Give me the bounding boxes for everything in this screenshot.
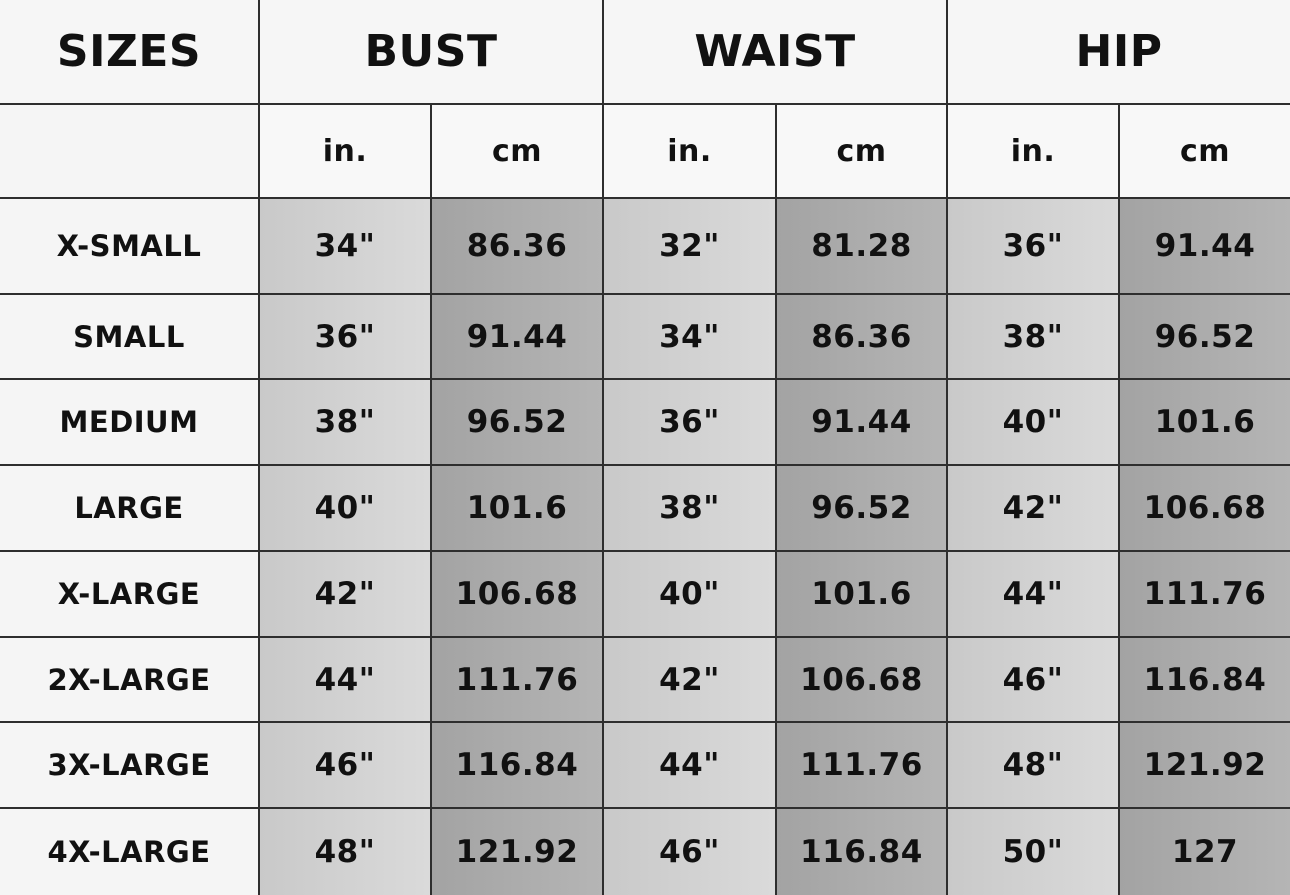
cm-value: 91.44 — [777, 380, 946, 464]
inch-value: 46" — [948, 638, 1118, 721]
inch-value: 48" — [948, 723, 1118, 807]
header-cell: SIZES — [0, 0, 258, 103]
header-cell: BUST — [260, 0, 602, 103]
cm-value: 111.76 — [432, 638, 602, 721]
inch-value: 44" — [948, 552, 1118, 636]
cm-value: 86.36 — [432, 199, 602, 293]
inch-value: 32" — [604, 199, 775, 293]
cm-value: 96.52 — [777, 466, 946, 550]
inch-value: 36" — [604, 380, 775, 464]
cm-value: 121.92 — [432, 809, 602, 895]
inch-value: 42" — [260, 552, 430, 636]
unit-cell: in. — [948, 105, 1118, 197]
size-label: 2X-LARGE — [0, 638, 258, 721]
inch-value: 36" — [260, 295, 430, 378]
size-label: 4X-LARGE — [0, 809, 258, 895]
blank-cell — [0, 105, 258, 197]
inch-value: 34" — [260, 199, 430, 293]
cm-value: 106.68 — [1120, 466, 1290, 550]
inch-value: 38" — [948, 295, 1118, 378]
cm-value: 106.68 — [777, 638, 946, 721]
header-cell: HIP — [948, 0, 1290, 103]
cm-value: 116.84 — [1120, 638, 1290, 721]
inch-value: 40" — [604, 552, 775, 636]
inch-value: 42" — [948, 466, 1118, 550]
inch-value: 42" — [604, 638, 775, 721]
inch-value: 44" — [260, 638, 430, 721]
size-label: X-LARGE — [0, 552, 258, 636]
cm-value: 101.6 — [1120, 380, 1290, 464]
cm-value: 101.6 — [432, 466, 602, 550]
unit-cell: cm — [432, 105, 602, 197]
inch-value: 38" — [604, 466, 775, 550]
cm-value: 116.84 — [777, 809, 946, 895]
cm-value: 91.44 — [1120, 199, 1290, 293]
inch-value: 46" — [260, 723, 430, 807]
cm-value: 91.44 — [432, 295, 602, 378]
inch-value: 50" — [948, 809, 1118, 895]
inch-value: 40" — [260, 466, 430, 550]
inch-value: 36" — [948, 199, 1118, 293]
cm-value: 106.68 — [432, 552, 602, 636]
cm-value: 86.36 — [777, 295, 946, 378]
cm-value: 96.52 — [432, 380, 602, 464]
cm-value: 111.76 — [777, 723, 946, 807]
inch-value: 46" — [604, 809, 775, 895]
size-label: LARGE — [0, 466, 258, 550]
size-label: MEDIUM — [0, 380, 258, 464]
size-label: SMALL — [0, 295, 258, 378]
cm-value: 81.28 — [777, 199, 946, 293]
cm-value: 127 — [1120, 809, 1290, 895]
size-label: X-SMALL — [0, 199, 258, 293]
cm-value: 121.92 — [1120, 723, 1290, 807]
inch-value: 38" — [260, 380, 430, 464]
inch-value: 34" — [604, 295, 775, 378]
unit-cell: cm — [777, 105, 946, 197]
header-cell: WAIST — [604, 0, 946, 103]
unit-cell: in. — [260, 105, 430, 197]
size-label: 3X-LARGE — [0, 723, 258, 807]
inch-value: 44" — [604, 723, 775, 807]
inch-value: 40" — [948, 380, 1118, 464]
cm-value: 111.76 — [1120, 552, 1290, 636]
cm-value: 96.52 — [1120, 295, 1290, 378]
inch-value: 48" — [260, 809, 430, 895]
unit-cell: in. — [604, 105, 775, 197]
unit-cell: cm — [1120, 105, 1290, 197]
cm-value: 101.6 — [777, 552, 946, 636]
cm-value: 116.84 — [432, 723, 602, 807]
